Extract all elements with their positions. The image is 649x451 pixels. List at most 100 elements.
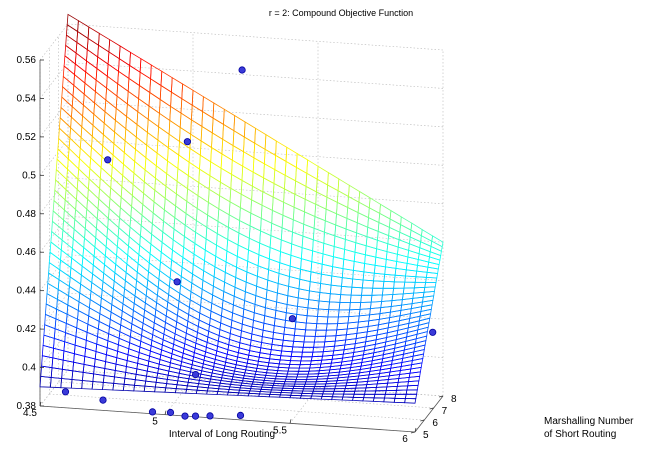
z-tick-label: 0.56 (17, 55, 37, 66)
y-tick-label: 6 (432, 418, 438, 429)
surface-cell (351, 278, 364, 289)
z-grid-line (39, 23, 444, 61)
floor-grid-x (289, 387, 319, 424)
scatter-point (236, 411, 245, 419)
z-tick-label: 0.44 (17, 286, 37, 297)
surface-cell (403, 281, 416, 289)
z-grid-line (39, 254, 444, 291)
scatter-point (181, 412, 189, 420)
surface-cell (337, 316, 350, 325)
z-tick-label: 0.42 (17, 324, 37, 335)
surface-cell (332, 390, 345, 395)
surface-cell (312, 346, 325, 353)
surface-cell (413, 286, 426, 294)
z-tick-label: 0.5 (22, 170, 36, 181)
scatter-point (166, 408, 175, 417)
surface-cell (348, 308, 361, 318)
axis-box-edge (414, 395, 444, 433)
z-grid-line (39, 100, 444, 138)
x-tick-label: 4.5 (23, 408, 37, 419)
surface-cell (317, 308, 330, 318)
surface-cell (340, 285, 353, 296)
scatter-point (104, 156, 112, 164)
surface-cell (413, 281, 427, 289)
surface-cell (404, 398, 417, 404)
z-tick-label: 0.38 (17, 401, 37, 412)
surface-cell (363, 393, 376, 399)
surface-cell (352, 393, 366, 399)
surface-cell (336, 322, 349, 331)
surface-cell (303, 335, 316, 343)
surface-cell (393, 281, 406, 289)
scatter-point (429, 328, 437, 336)
x-tick (164, 410, 167, 415)
y-tick-label: 8 (451, 394, 457, 405)
x-tick (289, 419, 292, 424)
surface-cell (372, 280, 385, 289)
surface-cell (424, 281, 437, 288)
surface-cell (392, 287, 405, 295)
z-grid-line (39, 139, 444, 176)
surface-cell (371, 287, 384, 296)
y-axis-label-line-1: Marshalling Number (544, 416, 634, 427)
y-tick-label: 5 (423, 430, 429, 441)
surface-cell (305, 322, 318, 331)
surface-cell (338, 301, 351, 311)
surface-cell (402, 287, 415, 295)
scatter-point (238, 66, 246, 74)
surface-cell (313, 335, 327, 343)
surface-cell (381, 294, 394, 302)
surface-cell (361, 287, 374, 296)
surface-cell (405, 389, 418, 395)
surface-cell (393, 397, 406, 404)
surface-mesh (39, 13, 444, 404)
surface-cell (324, 335, 337, 343)
z-grid-line (39, 292, 444, 330)
chart-title: r = 2: Compound Objective Function (269, 8, 413, 18)
x-tick-label: 5.5 (273, 425, 287, 436)
surface-cell (302, 341, 315, 348)
scatter-point (99, 396, 107, 404)
surface-cell (299, 360, 312, 366)
z-grid-line (39, 62, 444, 99)
x-axis-label: Interval of Long Routing (169, 429, 275, 440)
y-tick (420, 419, 425, 422)
z-tick-label: 0.46 (17, 247, 37, 258)
surface-cell (360, 294, 373, 303)
scatter-point (173, 278, 181, 286)
z-grid-line (39, 331, 444, 368)
surface-cell (305, 315, 318, 325)
scatter-point (192, 370, 200, 379)
surface-cell (66, 13, 79, 33)
surface-cell (349, 302, 362, 311)
surface-cell (394, 393, 407, 399)
surface-cell (327, 309, 340, 318)
surface-cell (347, 315, 360, 324)
z-tick-label: 0.4 (22, 363, 36, 374)
surface-cell (290, 351, 303, 358)
surface-cell (325, 323, 339, 331)
surface-cell (322, 390, 335, 395)
surface-cell (382, 280, 395, 289)
surface-cell (316, 316, 329, 325)
surface-cell (298, 367, 311, 372)
surface-cell (391, 293, 404, 302)
surface-cell (326, 316, 339, 325)
surface-cell (384, 393, 397, 399)
surface-cell (81, 380, 94, 390)
surface-cell (373, 393, 386, 399)
scatter-point (288, 315, 296, 323)
floor-grid-x (39, 369, 69, 407)
floor-grid-x (164, 378, 194, 415)
axis-box-edge (39, 405, 416, 433)
surface-cell (339, 294, 352, 304)
y-tick (438, 395, 444, 398)
z-grid-line (39, 215, 444, 253)
surface-cell (381, 287, 395, 296)
x-tick (414, 427, 417, 433)
surface-cell (318, 292, 331, 303)
x-tick (39, 401, 42, 407)
surface-cell (337, 309, 351, 318)
